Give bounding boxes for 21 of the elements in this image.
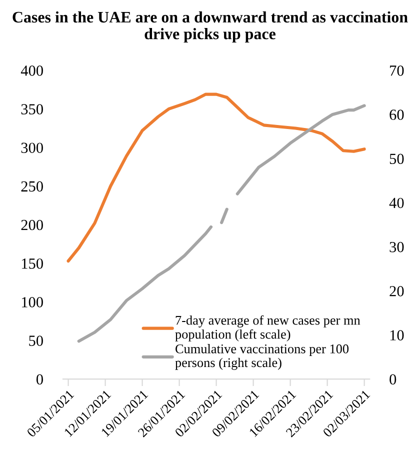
y-tick-label: 150 — [22, 258, 43, 269]
y-tick-label: 350 — [21, 104, 43, 114]
line-series — [66, 92, 366, 263]
y-tick-label: 300 — [21, 142, 43, 153]
y-tick-label: 400 — [20, 66, 43, 76]
y-tick-label: 50 — [29, 336, 43, 346]
y-tick-label: 250 — [21, 181, 43, 192]
y2-tick-label: 50 — [390, 154, 404, 164]
y2-tick-label: 60 — [390, 110, 404, 120]
y2-tick-label: 40 — [389, 198, 404, 208]
y-tick-label: 200 — [21, 220, 43, 230]
y-tick-label: 100 — [22, 297, 43, 308]
legend-label: 7-day average of new cases per mn population (left scale) — [175, 315, 360, 342]
y2-tick-label: 30 — [390, 242, 404, 252]
legend-label: Cumulative vaccinations per 100 persons (right scale) — [175, 344, 349, 370]
chart-title: Cases in the UAE are on a downward trend as vaccination drive picks up pace — [12, 11, 408, 43]
y2-tick-label: 20 — [390, 286, 404, 296]
y2-tick-label: 10 — [390, 330, 404, 340]
y2-tick-label: 70 — [390, 66, 404, 76]
y-tick-label: 0 — [36, 374, 43, 385]
y2-tick-label: 0 — [390, 374, 396, 385]
